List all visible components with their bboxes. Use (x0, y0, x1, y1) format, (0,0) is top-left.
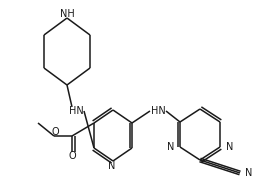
Text: N: N (167, 142, 174, 152)
Text: O: O (51, 127, 59, 137)
Text: N: N (226, 142, 233, 152)
Text: O: O (68, 151, 76, 161)
Text: N: N (245, 168, 252, 178)
Text: HN: HN (69, 106, 83, 116)
Text: NH: NH (60, 9, 74, 19)
Text: HN: HN (151, 106, 165, 116)
Text: N: N (108, 161, 116, 171)
